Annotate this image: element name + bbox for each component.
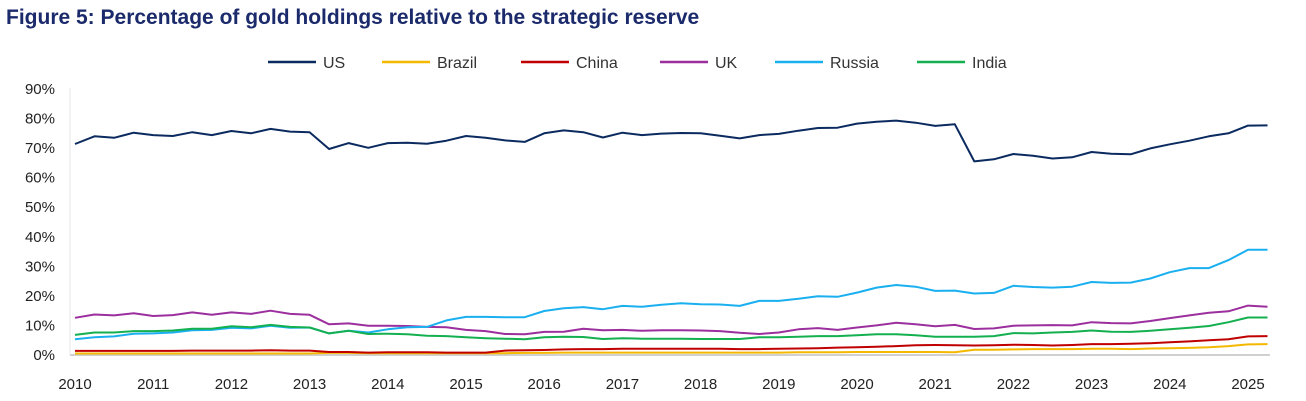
x-tick-label: 2014 (371, 376, 404, 393)
x-tick-label: 2010 (58, 376, 91, 393)
chart-title: Figure 5: Percentage of gold holdings re… (6, 6, 700, 29)
series-line-us (74, 119, 1268, 163)
y-tick-label: 10% (25, 317, 55, 334)
y-tick-label: 50% (25, 199, 55, 216)
y-tick-label: 20% (25, 288, 55, 305)
y-tick-label: 40% (25, 229, 55, 246)
series-line-china (75, 335, 1268, 354)
series-line-india (74, 316, 1268, 341)
x-tick-label: 2012 (215, 376, 248, 393)
x-tick-label: 2016 (528, 376, 561, 393)
legend-label-india: India (972, 55, 1007, 72)
x-tick-label: 2017 (606, 376, 639, 393)
y-tick-label: 60% (25, 170, 55, 187)
x-tick-label: 2023 (1075, 376, 1108, 393)
x-tick-label: 2019 (762, 376, 795, 393)
y-tick-label: 30% (25, 258, 55, 275)
x-tick-label: 2022 (997, 376, 1030, 393)
x-tick-label: 2024 (1153, 376, 1186, 393)
x-tick-label: 2011 (137, 376, 169, 393)
legend-label-uk: UK (715, 55, 738, 72)
x-tick-label: 2018 (684, 376, 717, 393)
x-tick-label: 2021 (919, 376, 952, 393)
x-tick-label: 2020 (840, 376, 873, 393)
y-tick-label: 70% (25, 140, 55, 157)
legend-label-brazil: Brazil (437, 55, 477, 72)
series-line-brazil (75, 343, 1268, 355)
series-line-uk (74, 304, 1268, 336)
x-tick-label: 2025 (1231, 376, 1264, 393)
y-tick-label: 0% (33, 347, 55, 364)
y-tick-label: 80% (25, 111, 55, 128)
y-tick-label: 90% (25, 81, 55, 98)
legend-label-us: US (323, 55, 345, 72)
legend-label-china: China (576, 55, 618, 72)
x-tick-label: 2015 (449, 376, 482, 393)
legend-label-russia: Russia (830, 55, 879, 72)
x-tick-label: 2013 (293, 376, 326, 393)
